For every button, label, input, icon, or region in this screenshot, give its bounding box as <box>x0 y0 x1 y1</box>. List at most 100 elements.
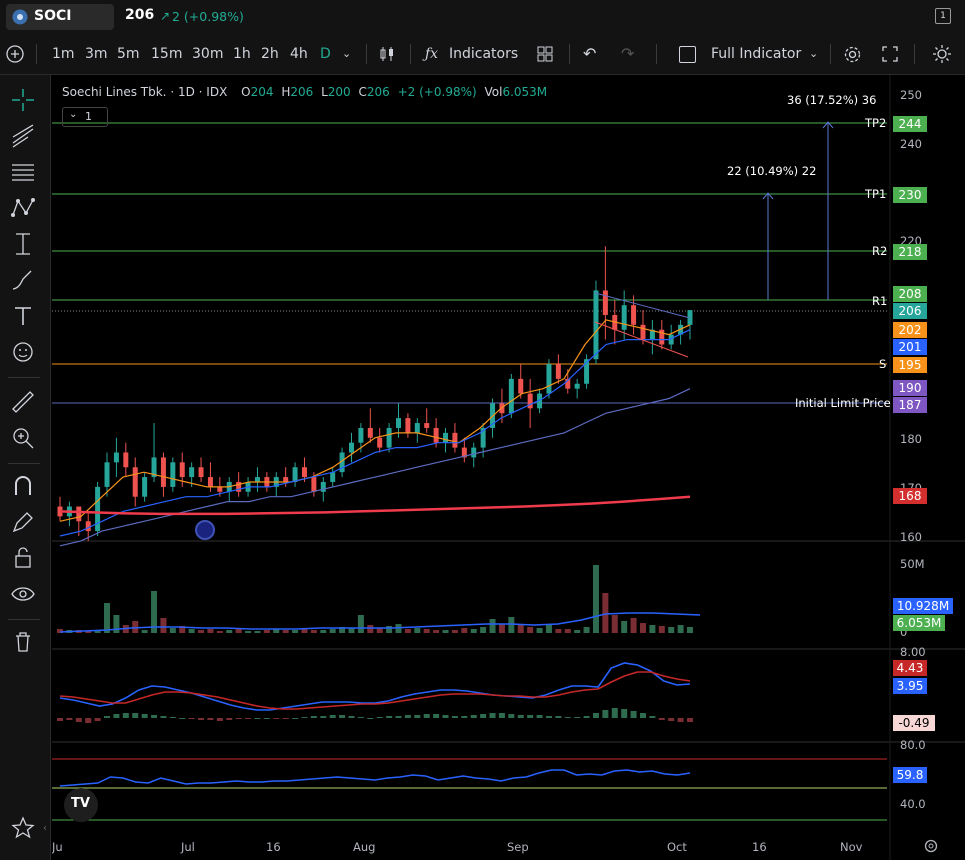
theme-sun-icon[interactable] <box>932 44 952 64</box>
interval-4h[interactable]: 4h <box>290 46 308 62</box>
measure-tool-icon[interactable] <box>8 229 38 259</box>
macd-hist-bar <box>489 713 496 718</box>
pattern-tool-icon[interactable] <box>8 193 38 223</box>
volume-bar <box>395 624 402 633</box>
time-axis-settings-icon[interactable] <box>923 838 939 854</box>
collapse-toolbar-chevron-icon[interactable]: ‹ <box>43 823 47 834</box>
legend-collapse-button[interactable]: ⌄ 1 <box>62 107 108 127</box>
rsi-axis-bottom: 40.0 <box>900 797 926 811</box>
template-name[interactable]: Full Indicator <box>711 46 802 62</box>
volume-bar <box>357 615 364 633</box>
trash-icon[interactable] <box>8 627 38 657</box>
candle-body <box>649 329 655 340</box>
last-price: 206 <box>125 7 155 23</box>
interval-15m[interactable]: 15m <box>151 46 183 62</box>
volume-bar <box>668 627 675 633</box>
tp2-price-box: 244 <box>893 116 927 132</box>
macd-hist-bar <box>527 715 534 718</box>
macd-hist-bar <box>687 718 693 722</box>
ma-long-line <box>59 388 691 547</box>
time-axis-label: Sep <box>507 840 529 854</box>
undo-icon[interactable]: ↶ <box>583 44 597 63</box>
volume-bar <box>198 630 205 633</box>
trendline-tool-icon[interactable] <box>8 121 38 151</box>
macd-hist-bar <box>386 716 393 718</box>
indicators-fx-icon[interactable]: ƒx <box>425 46 439 62</box>
candle-body <box>565 378 571 389</box>
ma-long-price-box: 190 <box>893 380 927 396</box>
level-initial-limit-label: Initial Limit Price <box>795 396 891 410</box>
chart-toolbar: 1m 3m 5m 15m 30m 1h 2h 4h D ⌄ ƒx Indicat… <box>0 34 965 75</box>
templates-grid-icon[interactable] <box>537 46 553 62</box>
volume-bar <box>414 628 421 633</box>
candle-body <box>236 481 242 492</box>
macd-hist-bar <box>188 718 195 719</box>
favorites-star-icon[interactable] <box>8 813 38 843</box>
tradingview-logo[interactable]: TV <box>64 788 98 822</box>
settings-gear-icon[interactable] <box>843 45 862 64</box>
emoji-tool-icon[interactable] <box>8 337 38 367</box>
macd-hist-bar <box>611 708 618 718</box>
candle-body <box>405 418 411 433</box>
volume-bar <box>451 630 458 633</box>
volume-bar <box>85 631 92 633</box>
time-axis-label: Nov <box>840 840 863 854</box>
interval-d[interactable]: D <box>320 46 331 62</box>
macd-hist-bar <box>555 716 562 718</box>
symbol-search-button[interactable]: SOCI <box>6 4 114 30</box>
price-change-arrow-icon: ↗ <box>160 9 171 23</box>
lock-icon[interactable] <box>8 543 38 573</box>
template-dropdown-chevron-icon[interactable]: ⌄ <box>809 47 819 60</box>
macd-hist-bar <box>564 717 571 718</box>
volume-bar <box>564 629 571 633</box>
volume-bar <box>611 615 618 633</box>
fullscreen-icon[interactable] <box>882 46 898 62</box>
magnet-icon[interactable] <box>8 471 38 501</box>
macd-hist-bar <box>104 716 111 718</box>
zoom-in-icon[interactable] <box>8 423 38 453</box>
macd-hist-bar <box>433 714 440 718</box>
volume-bar <box>339 627 346 633</box>
candle-body <box>433 427 439 443</box>
volume-bar <box>282 630 289 633</box>
ma-short-price-box: 202 <box>893 322 927 338</box>
interval-5m[interactable]: 5m <box>117 46 140 62</box>
legend-change: +2 (+0.98%) <box>397 85 477 99</box>
redo-icon[interactable]: ↷ <box>621 44 635 63</box>
volume-bar <box>527 627 534 633</box>
macd-hist-bar <box>395 716 402 718</box>
volume-axis-zero: 0 <box>900 625 908 639</box>
text-tool-icon[interactable] <box>8 301 38 331</box>
macd-hist-bar <box>329 715 336 718</box>
add-symbol-icon[interactable] <box>6 45 24 63</box>
volume-bar <box>592 565 599 633</box>
interval-30m[interactable]: 30m <box>192 46 224 62</box>
macd-hist-bar <box>376 717 383 718</box>
interval-2h[interactable]: 2h <box>261 46 279 62</box>
indicators-button[interactable]: Indicators <box>449 46 519 62</box>
level-s-label: S <box>879 357 887 371</box>
macd-hist-bar <box>508 714 515 718</box>
interval-1h[interactable]: 1h <box>233 46 251 62</box>
candle-type-icon[interactable] <box>378 45 396 63</box>
macd-hist-bar <box>160 716 167 718</box>
fib-tool-icon[interactable] <box>8 157 38 187</box>
macd-hist-bar <box>263 718 270 719</box>
macd-hist-bar <box>574 717 581 718</box>
macd-hist-bar <box>357 717 364 718</box>
drawing-mode-pencil-icon[interactable] <box>8 507 38 537</box>
macd-hist-bar <box>367 718 374 719</box>
candle-body <box>593 290 599 360</box>
interval-dropdown-chevron-icon[interactable]: ⌄ <box>342 47 352 60</box>
visibility-eye-icon[interactable] <box>8 579 38 609</box>
template-checkbox[interactable] <box>679 46 696 63</box>
crosshair-icon[interactable] <box>8 85 38 115</box>
interval-1m[interactable]: 1m <box>52 46 75 62</box>
ruler-icon[interactable] <box>8 387 38 417</box>
chart-canvas[interactable] <box>52 75 965 860</box>
volume-bar <box>94 630 101 633</box>
brush-tool-icon[interactable] <box>8 265 38 295</box>
interval-3m[interactable]: 3m <box>85 46 108 62</box>
layout-badge[interactable]: 1 <box>935 8 951 24</box>
legend-timeframe: 1D <box>177 85 195 99</box>
